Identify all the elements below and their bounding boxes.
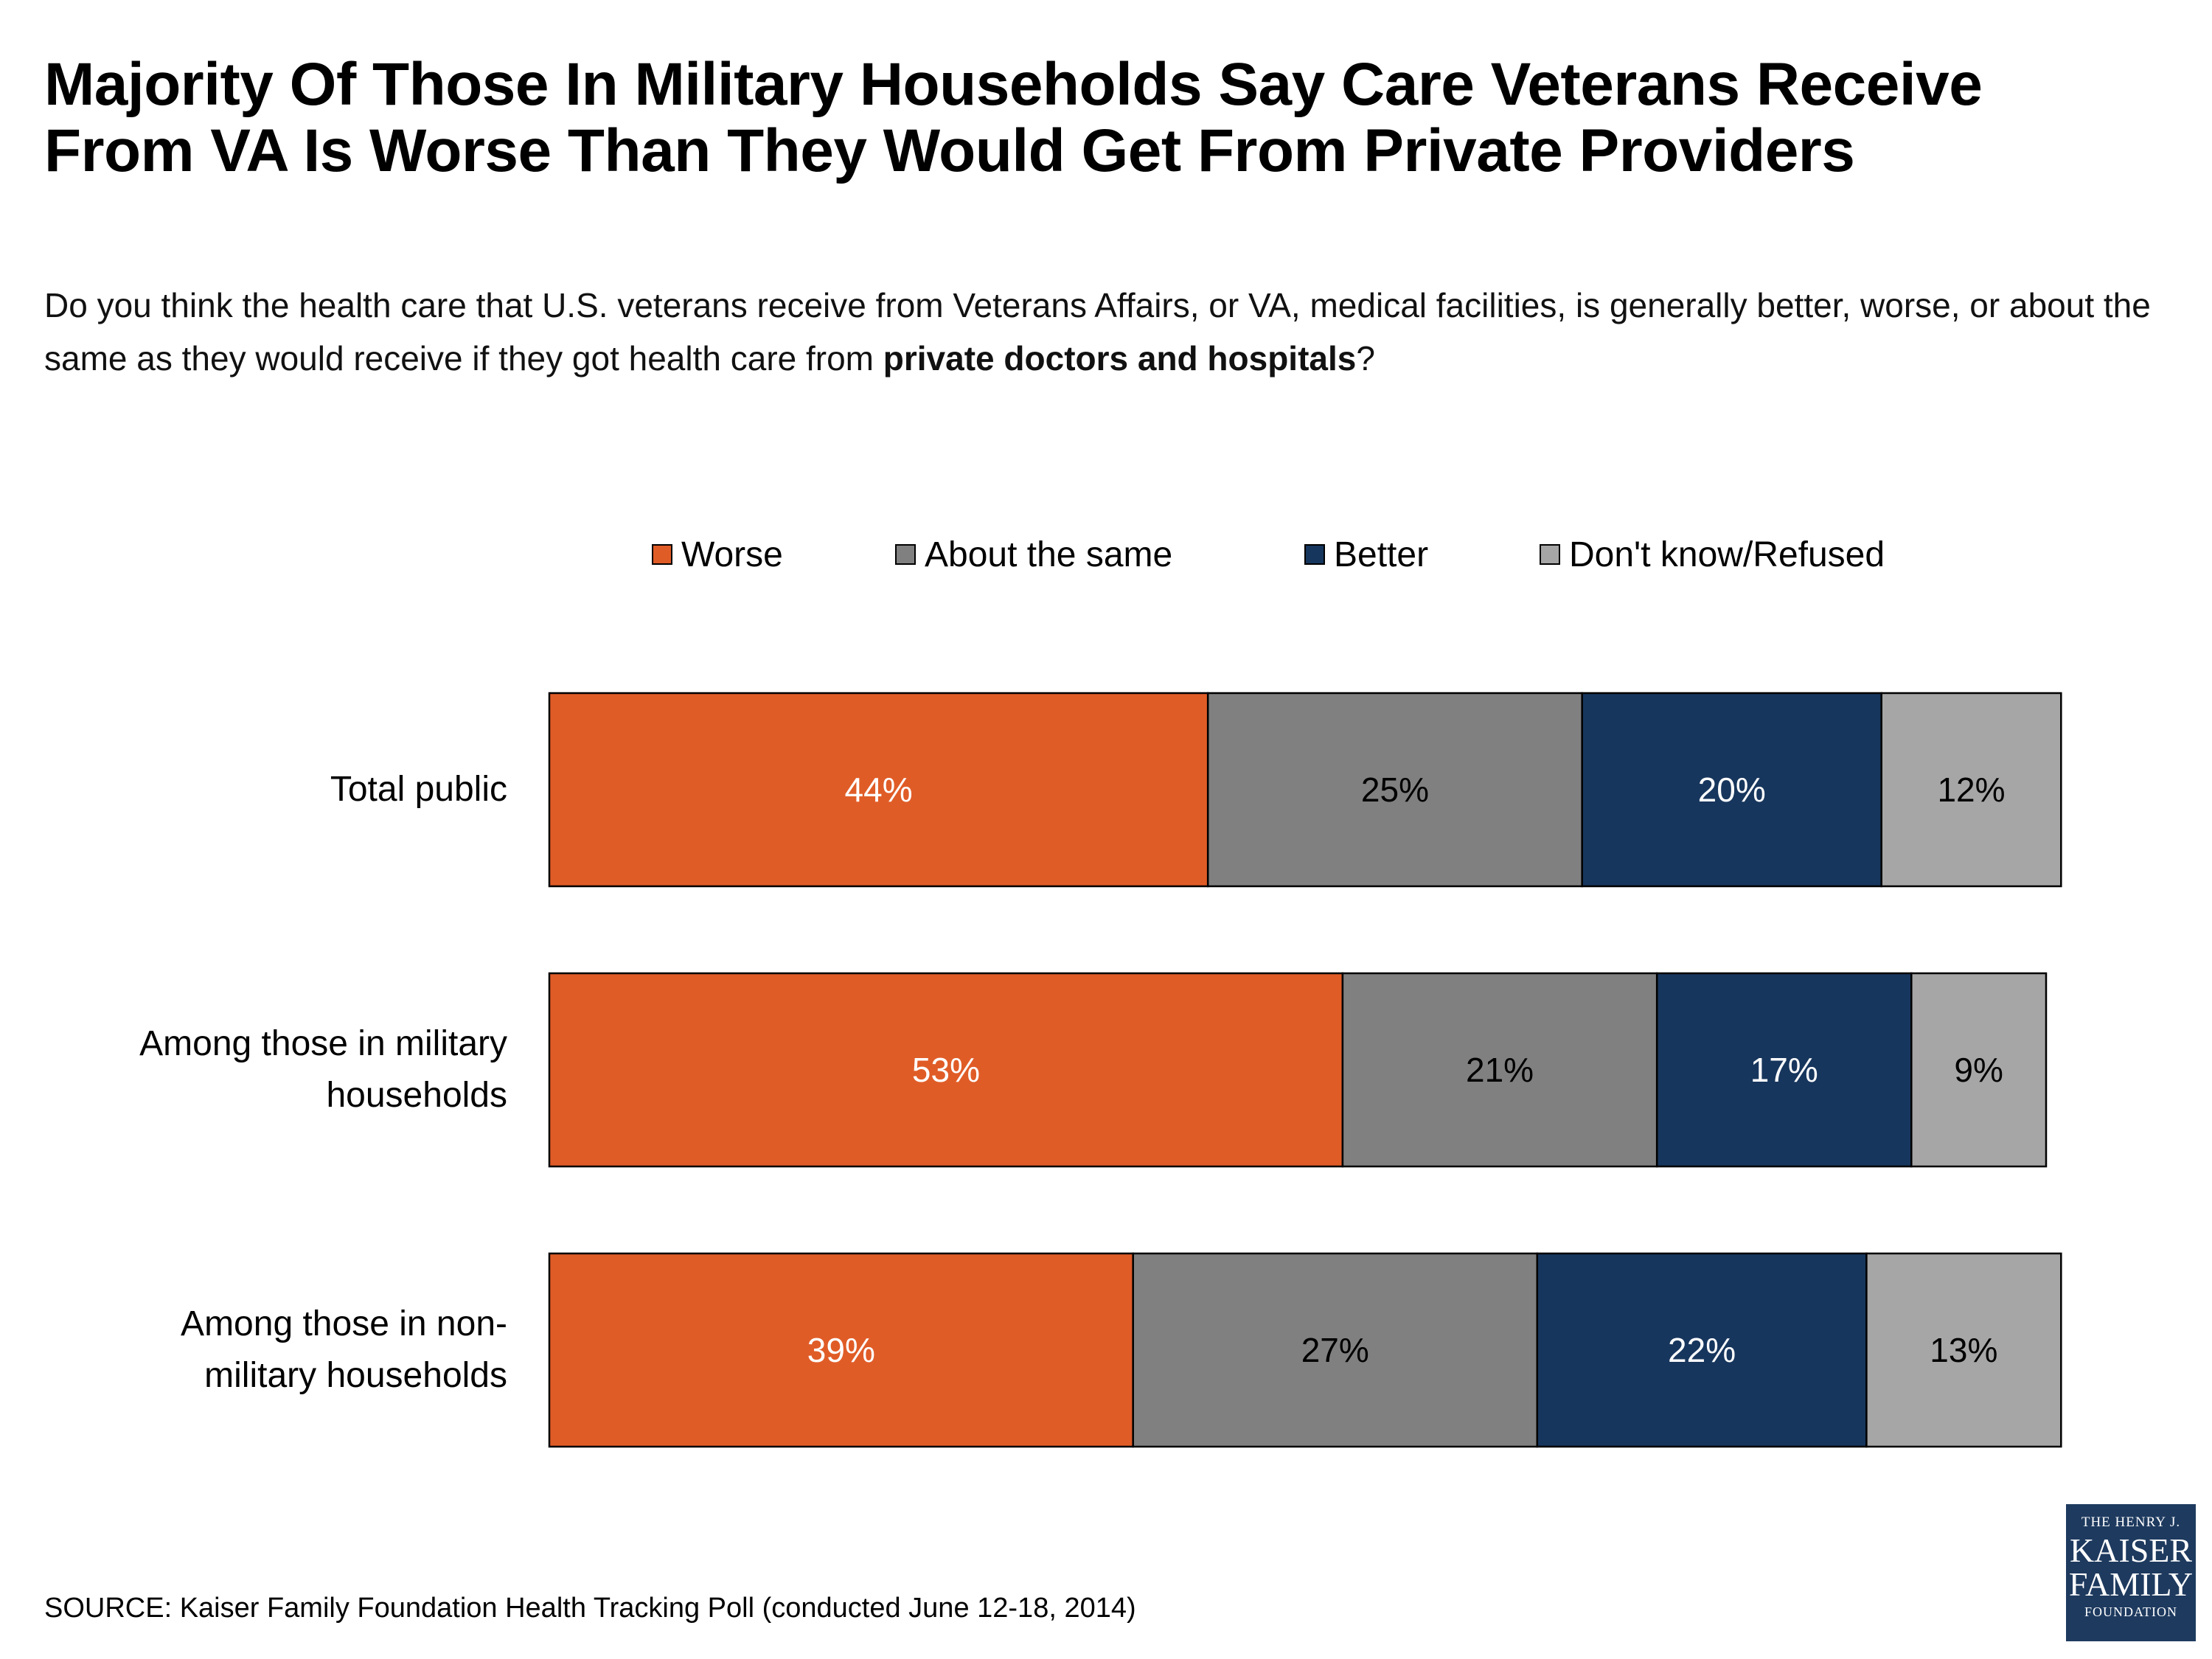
legend-item-3: Don't know/Refused (1540, 532, 1885, 577)
bar-1-0 (548, 972, 1344, 1168)
data-label-2-2: 22% (1668, 1331, 1736, 1369)
chart-title-line-2: From VA Is Worse Than They Would Get Fro… (44, 117, 1855, 185)
legend-swatch-1 (895, 544, 916, 565)
legend-swatch-3 (1540, 544, 1560, 565)
legend-label-3: Don't know/Refused (1569, 535, 1885, 574)
category-label-2-line-0: Among those in non- (181, 1304, 507, 1343)
logo-line-1: THE HENRY J. (2081, 1514, 2181, 1530)
data-label-0-0: 44% (845, 771, 913, 809)
legend-item-0: Worse (652, 532, 783, 577)
data-label-0-2: 20% (1698, 771, 1766, 809)
category-label-1-line-1: households (326, 1076, 507, 1115)
data-label-1-0: 53% (912, 1051, 980, 1089)
data-label-1-3: 9% (1954, 1051, 2003, 1089)
category-label-1: Among those in military households (44, 1018, 507, 1121)
legend-label-2: Better (1334, 535, 1429, 574)
legend-swatch-2 (1304, 544, 1325, 565)
survey-question-emphasis: private doctors and hospitals (883, 339, 1357, 378)
data-label-2-0: 39% (807, 1331, 875, 1369)
legend-item-1: About the same (895, 532, 1172, 577)
legend-label-0: Worse (681, 535, 783, 574)
legend-item-2: Better (1304, 532, 1428, 577)
bar-0-0 (548, 692, 1209, 888)
bar-0-3 (1880, 692, 2062, 888)
data-label-2-3: 13% (1930, 1331, 1997, 1369)
bar-1-3 (1910, 972, 2048, 1168)
bar-2-2 (1536, 1252, 1868, 1448)
chart-title: Majority Of Those In Military Households… (44, 51, 2168, 185)
legend-swatch-0 (652, 544, 672, 565)
data-label-0-3: 12% (1937, 771, 2005, 809)
bar-2-3 (1865, 1252, 2062, 1448)
source-note: SOURCE: Kaiser Family Foundation Health … (44, 1593, 1136, 1624)
logo-line-4: FOUNDATION (2084, 1604, 2177, 1619)
category-label-2: Among those in non-military households (44, 1298, 507, 1402)
data-label-0-1: 25% (1361, 771, 1429, 809)
logo-line-3: FAMILY (2068, 1565, 2194, 1603)
bar-2-1 (1132, 1252, 1539, 1448)
data-label-2-1: 27% (1301, 1331, 1369, 1369)
survey-question: Do you think the health care that U.S. v… (44, 279, 2168, 385)
category-label-2-line-1: military households (204, 1356, 507, 1395)
category-label-0: Total public (44, 764, 507, 815)
survey-question-text: Do you think the health care that U.S. v… (44, 286, 2151, 378)
chart-legend: Worse About the same Better Don't know/Refu… (0, 532, 2212, 577)
survey-question-end: ? (1356, 339, 1375, 378)
data-label-1-2: 17% (1750, 1051, 1818, 1089)
logo-line-2: KAISER (2069, 1531, 2193, 1569)
kff-logo: THE HENRY J. KAISER FAMILY FOUNDATION (2066, 1504, 2196, 1641)
category-label-0-line-0: Total public (330, 770, 507, 809)
bar-1-2 (1655, 972, 1913, 1168)
data-label-1-1: 21% (1466, 1051, 1534, 1089)
legend-label-1: About the same (925, 535, 1173, 574)
chart-title-line-1: Majority Of Those In Military Households… (44, 51, 1983, 118)
category-label-1-line-0: Among those in military (139, 1024, 507, 1063)
